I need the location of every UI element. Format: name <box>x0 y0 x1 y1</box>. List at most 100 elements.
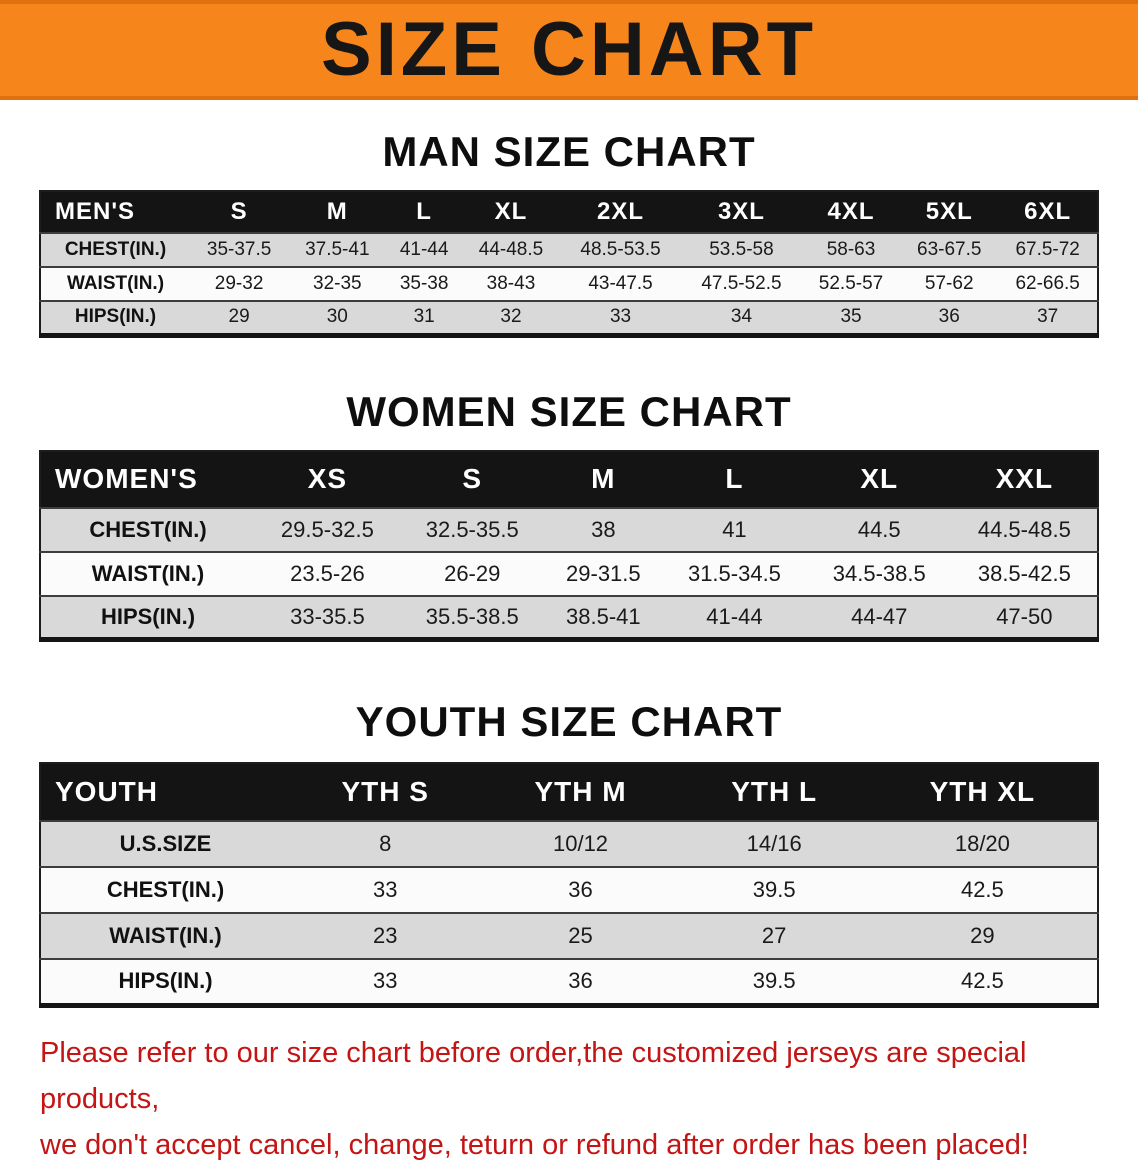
size-column-header: 4XL <box>827 198 875 225</box>
measurement-label: WAIST(IN.) <box>40 266 190 301</box>
measurement-value: 47-50 <box>951 594 1098 640</box>
measurement-value: 36 <box>480 866 681 913</box>
measurement-value: 33 <box>560 300 681 335</box>
measurement-value: 43-47.5 <box>560 266 681 301</box>
measurement-value: 35-38 <box>386 266 462 301</box>
size-table-header-row: YOUTH YTH S YTH M YTH L YTH XL <box>40 763 1098 821</box>
size-column-header: XL <box>494 198 528 225</box>
order-policy-note-line1: Please refer to our size chart before or… <box>40 1036 1027 1115</box>
order-policy-note: Please refer to our size chart before or… <box>40 1030 1108 1168</box>
size-column-header: 5XL <box>925 198 973 225</box>
measurement-value: 29 <box>190 300 289 335</box>
youth-section-heading: YOUTH SIZE CHART <box>355 698 783 745</box>
measurement-label: CHEST(IN.) <box>40 506 255 552</box>
measurement-value: 44-47 <box>806 594 952 640</box>
measurement-row: WAIST(IN.) 29-32 32-35 35-38 38-43 43-47.5 47.… <box>40 266 1098 301</box>
measurement-value: 38.5-41 <box>544 594 663 640</box>
measurement-value: 35.5-38.5 <box>399 594 545 640</box>
measurement-value: 33 <box>290 866 481 913</box>
measurement-row: U.S.SIZE 8 10/12 14/16 18/20 <box>40 820 1098 867</box>
measurement-value: 33 <box>290 958 481 1005</box>
measurement-value: 34 <box>681 300 802 335</box>
measurement-value: 31.5-34.5 <box>662 550 807 596</box>
size-table-header-row: MEN'S S M L XL 2XL 3XL 4XL 5XL 6XL <box>40 191 1098 233</box>
size-column-header: S <box>230 198 248 225</box>
youth-size-table: YOUTH YTH S YTH M YTH L YTH XL U.S.SIZE 8 10/12… <box>39 762 1099 1008</box>
measurement-row: HIPS(IN.) 33-35.5 35.5-38.5 38.5-41 41-44 44-… <box>40 594 1098 640</box>
measurement-value: 23.5-26 <box>255 550 400 596</box>
measurement-value: 53.5-58 <box>681 232 802 267</box>
measurement-value: 27 <box>680 912 868 959</box>
youth-size-section: YOUTH SIZE CHART YOUTH YTH S YTH M YTH L YTH… <box>0 698 1138 1008</box>
measurement-value: 35 <box>801 300 901 335</box>
measurement-label: HIPS(IN.) <box>40 594 255 640</box>
measurement-value: 44.5 <box>806 506 952 552</box>
measurement-value: 10/12 <box>480 820 681 867</box>
size-column-header: L <box>416 198 432 225</box>
measurement-value: 42.5 <box>867 866 1098 913</box>
measurement-value: 37.5-41 <box>288 232 387 267</box>
size-column-header: M <box>591 463 616 494</box>
measurement-value: 42.5 <box>867 958 1098 1005</box>
size-column-header: XS <box>307 463 348 494</box>
measurement-value: 34.5-38.5 <box>806 550 952 596</box>
measurement-row: WAIST(IN.) 23.5-26 26-29 29-31.5 31.5-34.5 34… <box>40 550 1098 596</box>
measurement-value: 25 <box>480 912 681 959</box>
measurement-value: 26-29 <box>399 550 545 596</box>
measurement-value: 39.5 <box>680 958 868 1005</box>
measurement-label: HIPS(IN.) <box>40 958 290 1005</box>
measurement-label: CHEST(IN.) <box>40 232 190 267</box>
size-column-header: XL <box>860 463 899 494</box>
size-column-header: YTH S <box>341 776 429 807</box>
measurement-value: 8 <box>290 820 481 867</box>
size-column-header: XXL <box>995 463 1054 494</box>
measurement-value: 41-44 <box>662 594 807 640</box>
measurement-value: 41-44 <box>386 232 462 267</box>
measurement-value: 63-67.5 <box>900 232 999 267</box>
measurement-value: 31 <box>386 300 462 335</box>
table-corner-label: MEN'S <box>55 198 136 225</box>
measurement-value: 23 <box>290 912 481 959</box>
measurement-row: HIPS(IN.) 29 30 31 32 33 34 35 36 37 <box>40 300 1098 335</box>
size-table-header-row: WOMEN'S XS S M L XL XXL <box>40 450 1098 508</box>
measurement-value: 18/20 <box>867 820 1098 867</box>
measurement-value: 30 <box>288 300 387 335</box>
size-column-header: 2XL <box>597 198 645 225</box>
measurement-value: 14/16 <box>680 820 868 867</box>
measurement-value: 67.5-72 <box>998 232 1098 267</box>
measurement-value: 38.5-42.5 <box>951 550 1098 596</box>
measurement-value: 41 <box>662 506 807 552</box>
measurement-row: CHEST(IN.) 29.5-32.5 32.5-35.5 38 41 44.5 44.5… <box>40 506 1098 552</box>
measurement-value: 58-63 <box>801 232 901 267</box>
measurement-value: 29-31.5 <box>544 550 663 596</box>
measurement-value: 44-48.5 <box>461 232 561 267</box>
measurement-label: WAIST(IN.) <box>40 550 255 596</box>
measurement-value: 38-43 <box>461 266 561 301</box>
women-section-heading: WOMEN SIZE CHART <box>346 387 792 435</box>
measurement-label: HIPS(IN.) <box>40 300 190 335</box>
measurement-value: 29-32 <box>190 266 289 301</box>
women-size-section: WOMEN SIZE CHART WOMEN'S XS S M L XL XXL CHEST(… <box>0 387 1138 642</box>
measurement-value: 35-37.5 <box>190 232 289 267</box>
measurement-value: 39.5 <box>680 866 868 913</box>
men-section-heading: MAN SIZE CHART <box>382 128 756 175</box>
measurement-value: 47.5-52.5 <box>681 266 802 301</box>
measurement-value: 32 <box>461 300 561 335</box>
measurement-value: 29 <box>867 912 1098 959</box>
size-column-header: 3XL <box>717 198 765 225</box>
men-size-table: MEN'S S M L XL 2XL 3XL 4XL 5XL 6XL CHEST(IN.) 35-37… <box>39 190 1099 338</box>
size-column-header: M <box>326 198 348 225</box>
measurement-value: 62-66.5 <box>998 266 1098 301</box>
measurement-value: 36 <box>480 958 681 1005</box>
measurement-row: CHEST(IN.) 35-37.5 37.5-41 41-44 44-48.5 48.5… <box>40 232 1098 267</box>
measurement-row: HIPS(IN.) 33 36 39.5 42.5 <box>40 958 1098 1005</box>
size-column-header: YTH M <box>534 776 627 807</box>
measurement-value: 32.5-35.5 <box>399 506 545 552</box>
size-column-header: YTH XL <box>929 776 1036 807</box>
measurement-value: 57-62 <box>900 266 999 301</box>
order-policy-note-line2: we don't accept cancel, change, teturn o… <box>40 1128 1029 1161</box>
women-size-table: WOMEN'S XS S M L XL XXL CHEST(IN.) 29.5-32.5 32.5… <box>39 449 1099 642</box>
size-column-header: L <box>725 463 744 494</box>
size-chart-banner: SIZE CHART <box>0 0 1138 100</box>
measurement-value: 36 <box>900 300 999 335</box>
